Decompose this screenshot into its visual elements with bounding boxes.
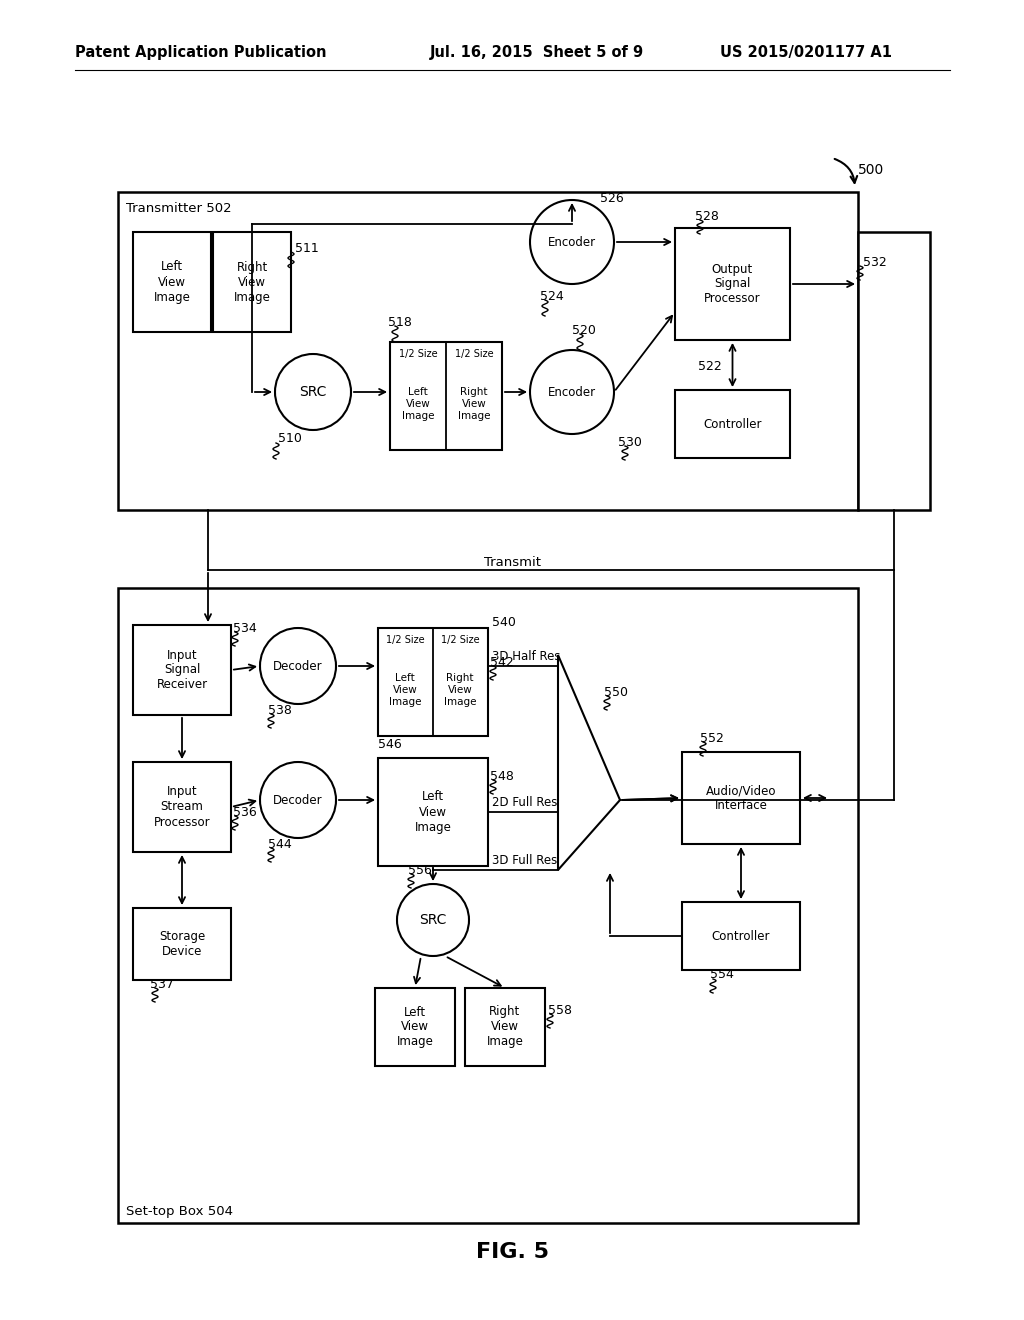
Circle shape: [260, 628, 336, 704]
Circle shape: [397, 884, 469, 956]
Bar: [118, 191, 858, 510]
Text: 537: 537: [150, 978, 174, 990]
Text: Output
Signal
Processor: Output Signal Processor: [705, 263, 761, 305]
Text: Jul. 16, 2015  Sheet 5 of 9: Jul. 16, 2015 Sheet 5 of 9: [430, 45, 644, 59]
Text: 2D Full Res: 2D Full Res: [492, 796, 557, 808]
Circle shape: [530, 201, 614, 284]
Text: Right
View
Image: Right View Image: [443, 673, 476, 706]
Text: 538: 538: [268, 704, 292, 717]
Text: Decoder: Decoder: [273, 660, 323, 672]
Text: Left
View
Image: Left View Image: [396, 1006, 433, 1048]
Circle shape: [530, 350, 614, 434]
Bar: [378, 628, 488, 737]
Circle shape: [275, 354, 351, 430]
Text: 530: 530: [618, 436, 642, 449]
Text: 550: 550: [604, 685, 628, 698]
Text: 3D Full Res: 3D Full Res: [492, 854, 557, 866]
Bar: [682, 752, 800, 843]
Bar: [675, 389, 790, 458]
Text: US 2015/0201177 A1: US 2015/0201177 A1: [720, 45, 892, 59]
Text: Input
Signal
Receiver: Input Signal Receiver: [157, 648, 208, 692]
Text: Audio/Video
Interface: Audio/Video Interface: [706, 784, 776, 812]
Text: Storage
Device: Storage Device: [159, 931, 205, 958]
Text: 552: 552: [700, 731, 724, 744]
Text: Left
View
Image: Left View Image: [389, 673, 421, 706]
Text: Left
View
Image: Left View Image: [415, 791, 452, 833]
Text: Controller: Controller: [703, 417, 762, 430]
Text: Set-top Box 504: Set-top Box 504: [126, 1204, 233, 1217]
Text: FIG. 5: FIG. 5: [475, 1242, 549, 1262]
Text: 1/2 Size: 1/2 Size: [398, 348, 437, 359]
Text: 518: 518: [388, 315, 412, 329]
Text: Transmit: Transmit: [483, 557, 541, 569]
Text: 526: 526: [600, 191, 624, 205]
Bar: [213, 232, 291, 333]
Bar: [118, 587, 858, 1224]
Text: 1/2 Size: 1/2 Size: [455, 348, 494, 359]
Bar: [858, 232, 930, 510]
Text: SRC: SRC: [419, 913, 446, 927]
Bar: [390, 342, 502, 450]
Bar: [133, 762, 231, 851]
Text: Decoder: Decoder: [273, 793, 323, 807]
Text: Right
View
Image: Right View Image: [458, 387, 490, 421]
Bar: [378, 758, 488, 866]
Text: 540: 540: [492, 615, 516, 628]
Text: 528: 528: [695, 210, 719, 223]
Text: 3D Half Res: 3D Half Res: [492, 649, 560, 663]
Bar: [682, 902, 800, 970]
Text: SRC: SRC: [299, 385, 327, 399]
Text: 558: 558: [548, 1003, 572, 1016]
Text: 511: 511: [295, 242, 318, 255]
Text: Encoder: Encoder: [548, 235, 596, 248]
Bar: [133, 232, 211, 333]
Text: 548: 548: [490, 770, 514, 783]
Bar: [133, 624, 231, 715]
Text: Input
Stream
Processor: Input Stream Processor: [154, 785, 210, 829]
Text: 536: 536: [233, 805, 257, 818]
Text: Transmitter 502: Transmitter 502: [126, 202, 231, 214]
Text: 1/2 Size: 1/2 Size: [386, 635, 424, 645]
Text: Patent Application Publication: Patent Application Publication: [75, 45, 327, 59]
Text: Right
View
Image: Right View Image: [486, 1006, 523, 1048]
Text: 546: 546: [378, 738, 401, 751]
Text: 532: 532: [863, 256, 887, 268]
Bar: [465, 987, 545, 1067]
Text: 1/2 Size: 1/2 Size: [440, 635, 479, 645]
Text: Right
View
Image: Right View Image: [233, 260, 270, 304]
Text: 534: 534: [233, 622, 257, 635]
Text: 500: 500: [858, 162, 885, 177]
Bar: [133, 908, 231, 979]
Text: Encoder: Encoder: [548, 385, 596, 399]
Text: 522: 522: [698, 359, 722, 372]
Text: Left
View
Image: Left View Image: [401, 387, 434, 421]
Text: 510: 510: [278, 432, 302, 445]
Text: 544: 544: [268, 837, 292, 850]
Text: Left
View
Image: Left View Image: [154, 260, 190, 304]
Text: 554: 554: [710, 969, 734, 982]
Text: Controller: Controller: [712, 929, 770, 942]
Text: 542: 542: [490, 656, 514, 668]
Bar: [375, 987, 455, 1067]
Text: 556: 556: [408, 863, 432, 876]
Text: 524: 524: [540, 289, 564, 302]
Circle shape: [260, 762, 336, 838]
Bar: [675, 228, 790, 341]
Text: 520: 520: [572, 323, 596, 337]
